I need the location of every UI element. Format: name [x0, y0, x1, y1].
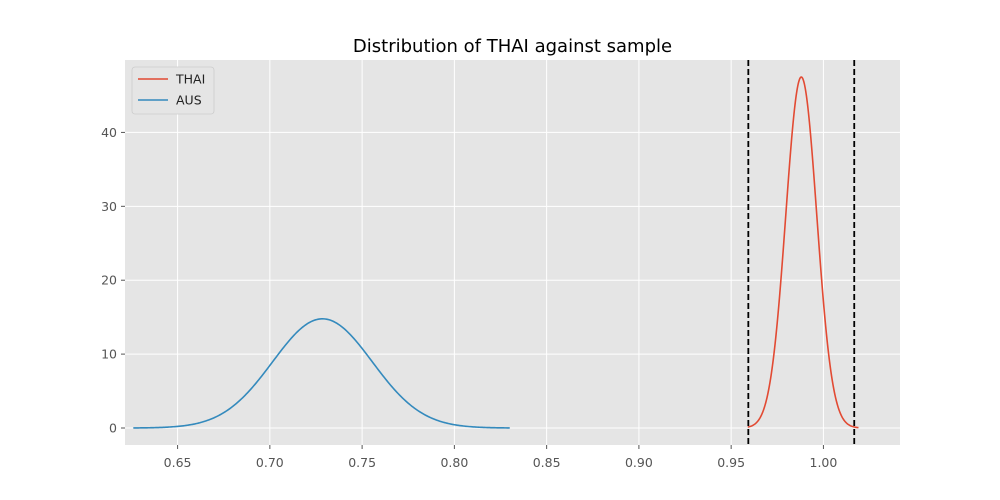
chart-title: Distribution of THAI against sample	[353, 36, 672, 57]
grid-layer	[125, 60, 900, 445]
tick-layer: 0.65 0.70 0.75 0.80 0.85 0.90 0.95 1.00 0 10 20 30 4…	[101, 125, 837, 470]
y-tick-label: 20	[101, 273, 117, 288]
legend-label-aus: AUS	[176, 93, 202, 108]
x-tick-label: 0.85	[533, 455, 561, 470]
y-tick-label: 0	[109, 421, 117, 436]
x-tick-label: 0.75	[348, 455, 376, 470]
x-tick-label: 0.80	[440, 455, 468, 470]
legend: THAI AUS	[131, 66, 215, 115]
x-tick-label: 0.65	[164, 455, 192, 470]
y-tick-label: 40	[101, 125, 117, 140]
y-tick-label: 10	[101, 347, 117, 362]
vline-layer	[747, 60, 856, 445]
series-line-aus	[133, 318, 510, 429]
x-tick-label: 0.95	[717, 455, 745, 470]
series-line-thai	[747, 76, 859, 429]
y-tick-label: 30	[101, 199, 117, 214]
x-tick-label: 1.00	[810, 455, 838, 470]
series-layer	[133, 76, 859, 429]
x-tick-label: 0.90	[625, 455, 653, 470]
x-tick-label: 0.70	[256, 455, 284, 470]
legend-label-thai: THAI	[175, 72, 205, 87]
